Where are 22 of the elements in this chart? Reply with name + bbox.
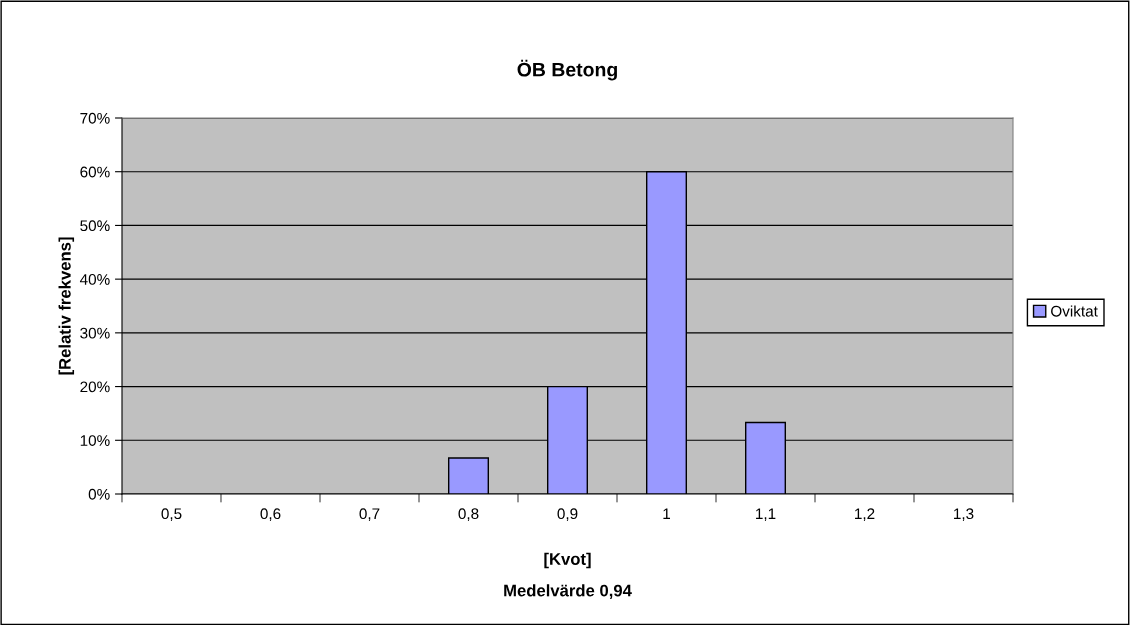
x-tick-label: 0,7 <box>359 508 380 521</box>
x-tick-label: 0,5 <box>161 508 182 521</box>
x-tick-label: 1 <box>663 508 670 519</box>
y-tick-label: 40% <box>79 274 110 285</box>
x-tick-label: 0,8 <box>458 508 479 521</box>
legend-label: Oviktat <box>1051 305 1098 317</box>
y-tick-label: 10% <box>80 435 110 446</box>
x-tick-label: 0,6 <box>260 508 281 521</box>
x-tick-label: 1,3 <box>954 508 974 521</box>
chart-title: ÖB Betong <box>517 59 617 81</box>
y-tick-label: 60% <box>80 166 110 178</box>
x-tick-label: 0,9 <box>557 508 578 521</box>
y-tick-label: 0% <box>88 488 110 500</box>
text: Medelvärde 0,94 <box>504 584 632 599</box>
x-tick-label: 1,1 <box>756 508 776 521</box>
x-tick-label: 1,2 <box>855 508 875 521</box>
y-tick-label: 70% <box>80 112 110 124</box>
y-tick-label: 20% <box>80 381 110 393</box>
y-tick-label: 50% <box>80 220 110 232</box>
x-axis-title: [Kvot] <box>544 552 591 569</box>
y-tick-label: 30% <box>80 327 110 339</box>
y-axis-title: [Relativ frekvens] <box>58 237 75 375</box>
